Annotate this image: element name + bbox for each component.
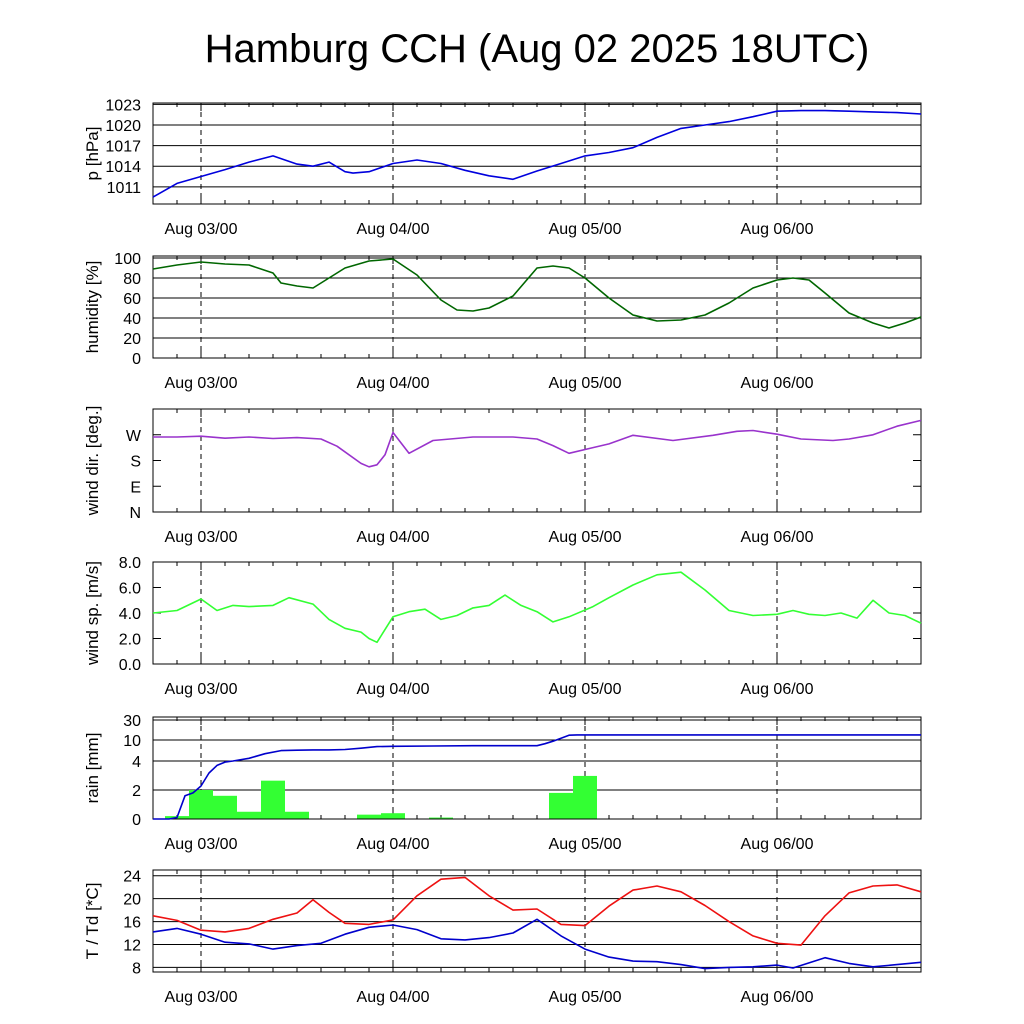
y-tick-label: 8 xyxy=(132,960,141,977)
panel-temperature: 24 20 16 12 8 Aug 03/00 Aug 04/00 Aug 05/00 Aug … xyxy=(83,869,922,1006)
y-tick-label: 2.0 xyxy=(119,632,141,649)
rain-bar xyxy=(573,775,597,819)
series-line xyxy=(152,571,922,644)
plot-frame xyxy=(152,255,922,359)
y-tick-label: 0 xyxy=(132,351,141,368)
x-tick-label: Aug 05/00 xyxy=(549,989,622,1006)
x-tick-label: Aug 05/00 xyxy=(549,375,622,392)
x-tick-label: Aug 06/00 xyxy=(741,375,814,392)
x-tick-label: Aug 06/00 xyxy=(741,221,814,238)
chart-title: Hamburg CCH (Aug 02 2025 18UTC) xyxy=(205,27,870,71)
x-tick-label: Aug 04/00 xyxy=(357,221,430,238)
y-tick-label: 100 xyxy=(114,251,141,268)
y-tick-label: 8.0 xyxy=(119,555,141,572)
y-tick-label: 30 xyxy=(123,713,141,730)
y-tick-label: 4 xyxy=(132,754,141,771)
y-axis-label: rain [mm] xyxy=(83,733,102,804)
panel-humidity: 100 80 60 40 20 0 Aug 03/00 Aug 04/00 Aug 05/00 A… xyxy=(83,251,922,392)
x-tick-label: Aug 03/00 xyxy=(165,681,238,698)
y-tick-label: 24 xyxy=(123,869,141,886)
series-line xyxy=(152,876,922,946)
rain-bar xyxy=(189,790,213,819)
plot-frame xyxy=(152,408,922,513)
x-tick-label: Aug 03/00 xyxy=(165,989,238,1006)
y-tick-label: 20 xyxy=(123,331,141,348)
x-tick-label: Aug 06/00 xyxy=(741,529,814,546)
y-axis-label: p [hPa] xyxy=(83,127,102,181)
x-tick-label: Aug 06/00 xyxy=(741,836,814,853)
rain-bar xyxy=(357,814,381,819)
x-tick-label: Aug 04/00 xyxy=(357,989,430,1006)
panel-wind_speed: 8.0 6.0 4.0 2.0 0.0 Aug 03/00 Aug 04/00 Aug 05/… xyxy=(83,555,922,698)
panel-rain: 30 10 4 2 0 Aug 03/00 Aug 04/00 Aug 05/00 Aug 06… xyxy=(83,713,922,853)
y-tick-label: 4.0 xyxy=(119,606,141,623)
rain-bar xyxy=(261,780,285,819)
plot-frame xyxy=(152,102,922,205)
y-tick-label: 2 xyxy=(132,783,141,800)
rain-bar xyxy=(549,792,573,819)
x-tick-label: Aug 03/00 xyxy=(165,836,238,853)
y-tick-label: S xyxy=(130,454,141,471)
plot-frame xyxy=(152,561,922,665)
x-tick-label: Aug 06/00 xyxy=(741,681,814,698)
y-axis-label: wind sp. [m/s] xyxy=(83,561,102,666)
rain-bar xyxy=(285,811,309,819)
x-tick-label: Aug 05/00 xyxy=(549,836,622,853)
y-tick-label: 80 xyxy=(123,271,141,288)
y-tick-label: 12 xyxy=(123,937,141,954)
y-axis-label: T / Td [*C] xyxy=(83,883,102,960)
x-tick-label: Aug 05/00 xyxy=(549,529,622,546)
y-tick-label: 20 xyxy=(123,892,141,909)
x-tick-label: Aug 03/00 xyxy=(165,375,238,392)
rain-bar xyxy=(213,795,237,819)
x-tick-label: Aug 05/00 xyxy=(549,681,622,698)
series-line xyxy=(153,734,921,820)
x-tick-label: Aug 04/00 xyxy=(357,529,430,546)
y-tick-label: W xyxy=(126,428,142,445)
x-tick-label: Aug 03/00 xyxy=(165,529,238,546)
x-tick-label: Aug 03/00 xyxy=(165,221,238,238)
panel-pressure: 1023 1020 1017 1014 1011 Aug 03/00 Aug 04/00 Au… xyxy=(83,97,922,238)
rain-bar xyxy=(429,817,453,819)
rain-bar xyxy=(381,813,405,819)
y-tick-label: 40 xyxy=(123,311,141,328)
y-tick-label: 60 xyxy=(123,291,141,308)
y-tick-label: 6.0 xyxy=(119,581,141,598)
series-line xyxy=(152,109,922,198)
series-line xyxy=(152,258,922,329)
series-line xyxy=(152,918,922,970)
x-tick-label: Aug 06/00 xyxy=(741,989,814,1006)
y-tick-label: 1023 xyxy=(105,97,141,114)
y-tick-label: 1020 xyxy=(105,118,141,135)
x-tick-label: Aug 04/00 xyxy=(357,836,430,853)
y-tick-label: E xyxy=(130,479,141,496)
y-tick-label: 10 xyxy=(123,733,141,750)
y-axis-label: wind dir. [deg.] xyxy=(83,406,102,517)
x-tick-label: Aug 04/00 xyxy=(357,375,430,392)
y-tick-label: 1017 xyxy=(105,139,141,156)
y-tick-label: 0.0 xyxy=(119,657,141,674)
plot-frame xyxy=(152,869,922,973)
rain-bar xyxy=(237,811,261,819)
y-tick-label: 1011 xyxy=(107,180,142,197)
y-axis-label: humidity [%] xyxy=(83,261,102,354)
y-tick-label: 16 xyxy=(123,915,141,932)
x-tick-label: Aug 05/00 xyxy=(549,221,622,238)
x-tick-label: Aug 04/00 xyxy=(357,681,430,698)
series-line xyxy=(153,419,922,468)
y-tick-label: 1014 xyxy=(105,159,141,176)
y-tick-label: 0 xyxy=(132,812,141,829)
y-tick-label: N xyxy=(129,505,141,522)
